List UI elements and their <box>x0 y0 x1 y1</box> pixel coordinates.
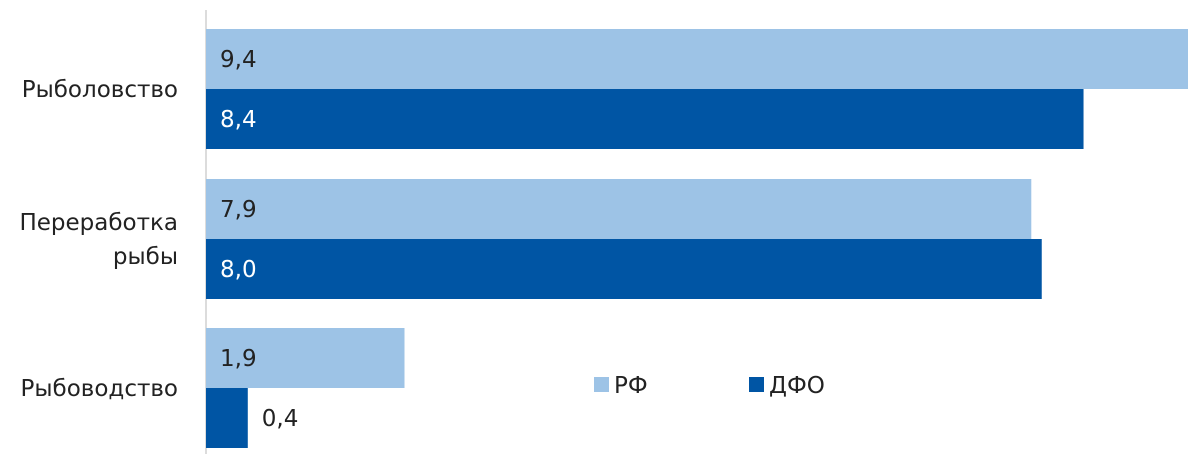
value-label-1-1: 8,0 <box>220 257 257 283</box>
legend-swatch-1 <box>749 377 764 392</box>
legend-label-1: ДФО <box>769 373 825 399</box>
value-label-1-2: 0,4 <box>262 406 299 432</box>
bar-1-2 <box>206 388 248 448</box>
category-label-0-0: Рыболовство <box>22 77 178 103</box>
bar-0-1 <box>206 179 1032 239</box>
value-label-1-0: 8,4 <box>220 107 257 133</box>
category-label-2-0: Рыбоводство <box>21 376 179 402</box>
bars-group: 9,4 8,4 7,9 8,0 1,9 0,4 <box>206 29 1188 448</box>
bar-1-1 <box>206 239 1042 299</box>
value-label-0-1: 7,9 <box>220 197 257 223</box>
category-label-1-1: рыбы <box>113 244 178 270</box>
value-label-0-0: 9,4 <box>220 47 257 73</box>
legend-label-0: РФ <box>614 373 648 399</box>
legend-swatch-0 <box>594 377 609 392</box>
bar-0-2 <box>206 328 405 388</box>
category-labels: Рыболовство Переработка рыбы Рыбоводство <box>19 77 178 402</box>
bar-0-0 <box>206 29 1188 89</box>
category-label-1-0: Переработка <box>19 210 178 236</box>
bar-1-0 <box>206 89 1084 149</box>
value-label-0-2: 1,9 <box>220 346 257 372</box>
legend: РФ ДФО <box>594 373 825 399</box>
